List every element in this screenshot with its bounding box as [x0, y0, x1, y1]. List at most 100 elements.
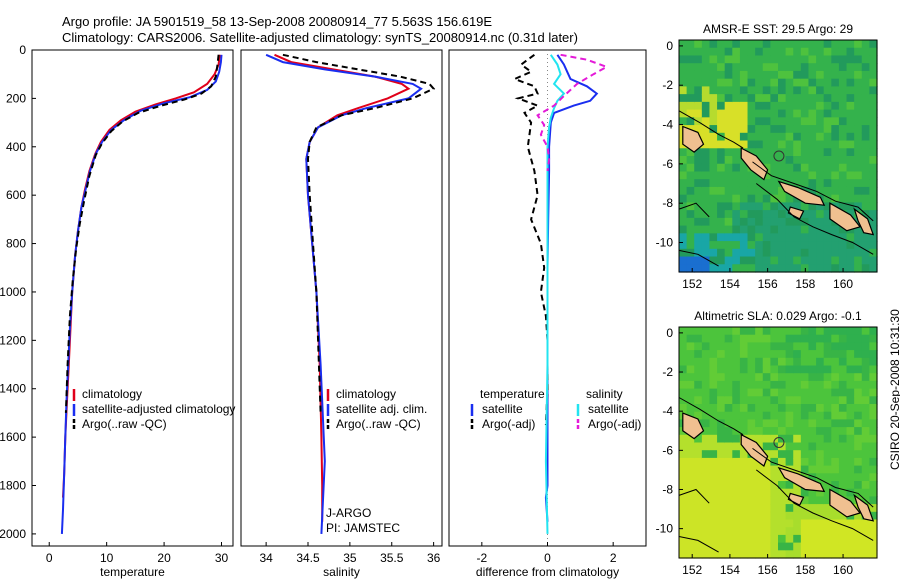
map-cell [762, 350, 771, 359]
map-cell [739, 488, 749, 497]
x-tick-label: 156 [758, 277, 778, 291]
map-cell [709, 101, 718, 111]
map-cell [831, 365, 840, 374]
map-cell [869, 488, 878, 497]
map-cell [823, 334, 832, 343]
map-cell [701, 256, 711, 265]
map-cell [732, 427, 741, 436]
map-cell [816, 334, 825, 343]
map-cell [709, 202, 718, 211]
land-island [829, 202, 862, 232]
map-cell [717, 404, 726, 413]
map-cell [732, 256, 741, 265]
map-cell [861, 40, 870, 49]
map-cell [732, 396, 741, 405]
map-cell [732, 404, 741, 413]
map-cell [823, 450, 832, 459]
map-cell [686, 109, 695, 118]
map-cell [808, 465, 817, 474]
map-cell [800, 78, 810, 87]
map-cell [869, 148, 878, 157]
map-cell [762, 411, 771, 420]
map-cell [785, 519, 794, 528]
map-cell [717, 210, 726, 219]
coastline-contour [752, 161, 874, 222]
map-cell [816, 140, 825, 149]
map-cell [861, 380, 870, 390]
map-cell [732, 63, 741, 72]
map-cell [739, 396, 749, 405]
map-cell [762, 496, 771, 505]
map-cell [869, 171, 878, 180]
map-cell [717, 534, 726, 544]
map-cell [762, 442, 771, 451]
map-cell [778, 488, 787, 497]
map-cell [778, 55, 787, 64]
map-cell [793, 534, 802, 544]
map-cell [869, 334, 878, 343]
map-cell [854, 55, 863, 64]
map-cell [762, 481, 771, 490]
map-cell [701, 334, 711, 343]
map-cell [762, 450, 771, 459]
map-cell [823, 434, 832, 444]
map-cell [694, 388, 703, 397]
map-cell [793, 171, 802, 180]
map-cell [739, 357, 749, 367]
map-cell [770, 140, 779, 149]
map-cell [770, 450, 779, 459]
map-cell [770, 163, 779, 173]
series-line-1 [512, 53, 549, 426]
map-cell [823, 442, 832, 451]
map-cell [823, 202, 832, 211]
map-cell [785, 156, 794, 165]
map-cell [831, 396, 840, 405]
map-cell [823, 357, 832, 367]
map-cell [747, 365, 756, 374]
map-cell [701, 450, 711, 459]
map-cell [869, 194, 878, 203]
map-cell [732, 388, 741, 397]
map-cell [785, 442, 794, 451]
coastline-contour [678, 110, 744, 149]
map-cell [732, 434, 741, 444]
map-cell [694, 380, 703, 390]
map-cell [732, 78, 741, 87]
map-cell [694, 504, 703, 513]
map-cell [846, 350, 855, 359]
map-cell [762, 342, 771, 351]
map-cell [785, 101, 794, 111]
map-cell [800, 442, 810, 451]
map-cell [778, 140, 787, 149]
y-tick-label: 1400 [0, 382, 26, 396]
legend-entry: satellite-adjusted climatology [82, 402, 235, 416]
map-cell [778, 63, 787, 72]
map-cell [778, 527, 787, 536]
map-cell [869, 94, 878, 103]
map-cell [717, 357, 726, 367]
map-cell [831, 519, 840, 528]
map-cell [816, 473, 825, 482]
map-cell [709, 496, 718, 505]
map-cell [686, 380, 695, 390]
map-cell [755, 496, 764, 505]
map-cell [869, 380, 878, 390]
map-cell [778, 404, 787, 413]
map-cell [869, 47, 878, 57]
map-cell [778, 117, 787, 126]
map-cell [846, 327, 855, 336]
map-cell [778, 519, 787, 528]
map-cell [793, 327, 802, 336]
map-cell [823, 217, 832, 227]
map-cell [861, 388, 870, 397]
x-tick-label: 34 [259, 551, 273, 565]
map-cell [854, 457, 863, 467]
map-cell [747, 171, 756, 180]
map-cell [861, 465, 870, 474]
map-cell [816, 411, 825, 420]
map-cell [694, 148, 703, 157]
map-cell [838, 488, 848, 497]
map-cell [770, 342, 779, 351]
map-cell [762, 55, 771, 64]
map-cell [694, 411, 703, 420]
